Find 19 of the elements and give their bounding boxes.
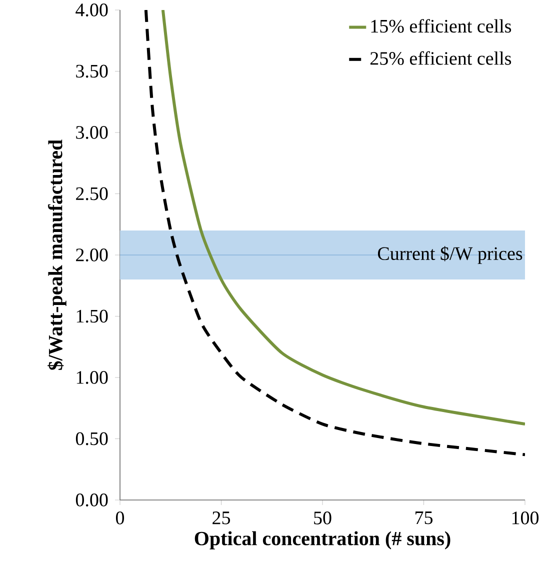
y-tick-label: 0.50: [76, 432, 108, 446]
y-tick-label: 3.50: [76, 64, 108, 78]
y-tick-label: 0.00: [76, 494, 108, 506]
band-label: Current $/W prices: [378, 246, 522, 264]
y-tick-label: 2.50: [76, 187, 108, 200]
y-tick-label: 1.50: [76, 310, 108, 323]
x-tick-label: 100: [512, 512, 539, 524]
y-tick-label: 1.00: [76, 371, 108, 384]
x-tick-label: 0: [116, 512, 124, 524]
legend-label: 15% efficient cells: [371, 19, 512, 33]
x-axis-title: Optical concentration (# suns): [194, 531, 450, 550]
x-tick-label: 50: [314, 512, 332, 524]
y-axis-title: $/Watt-peak manufactured: [48, 140, 66, 370]
y-tick-label: 4.00: [76, 4, 108, 16]
y-tick-label: 2.00: [76, 248, 108, 262]
y-tick-label: 3.00: [76, 126, 108, 139]
x-tick-label: 75: [416, 512, 433, 524]
legend-label: 25% efficient cells: [370, 51, 512, 65]
x-tick-label: 25: [212, 512, 230, 524]
